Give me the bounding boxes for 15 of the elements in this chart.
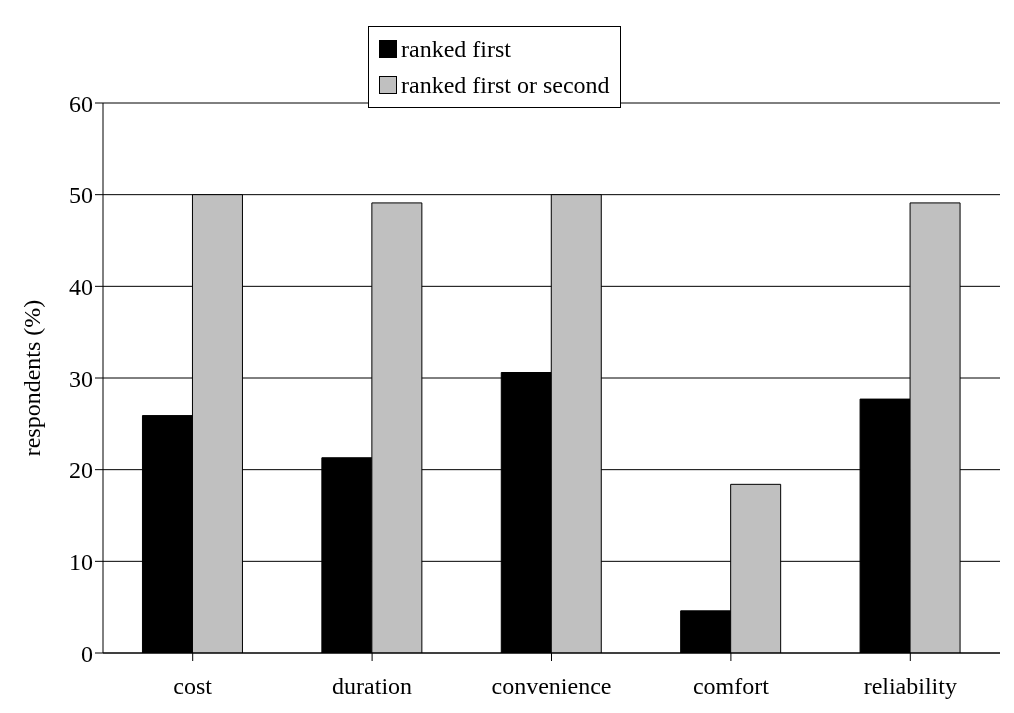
x-tick-label: convenience (491, 673, 612, 700)
y-axis-title: respondents (%) (18, 299, 45, 457)
y-tick-label: 20 (69, 457, 93, 484)
y-tick-label: 0 (81, 640, 93, 667)
x-tick-label: cost (173, 673, 213, 700)
legend-label: ranked first or second (401, 71, 610, 99)
y-tick-label: 30 (69, 365, 93, 392)
y-tick-label: 50 (69, 182, 93, 209)
y-tick-label: 60 (69, 90, 93, 117)
x-tick-label: duration (332, 673, 413, 700)
x-tick-label: comfort (692, 673, 770, 700)
legend-label: ranked first (401, 35, 511, 63)
y-tick-label: 10 (69, 548, 93, 575)
y-tick-label: 40 (69, 273, 93, 300)
x-tick-label: reliability (863, 673, 957, 700)
